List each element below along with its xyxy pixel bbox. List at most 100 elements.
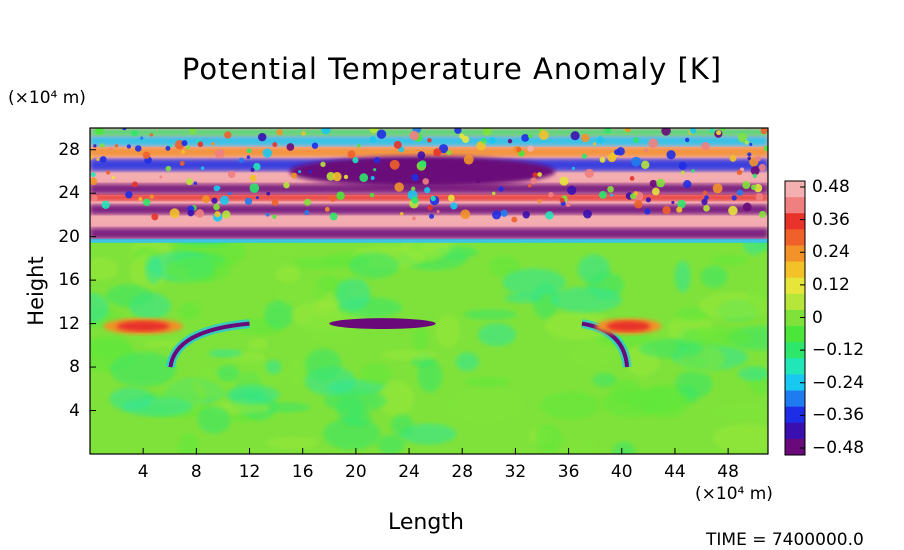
field-texture — [105, 284, 152, 308]
band-speckle — [253, 162, 261, 171]
field-texture — [601, 389, 666, 418]
band-speckle — [181, 140, 188, 147]
field-texture — [248, 338, 269, 350]
band-speckle — [332, 172, 342, 182]
band-speckle — [409, 130, 420, 141]
band-speckle — [352, 157, 359, 164]
band-speckle — [736, 189, 744, 196]
band-speckle — [758, 210, 767, 218]
field-texture — [638, 338, 703, 359]
field-texture — [377, 381, 415, 416]
band-speckle — [530, 177, 537, 185]
band-speckle — [149, 133, 154, 137]
band-speckle — [149, 194, 154, 199]
band-speckle — [370, 176, 375, 181]
band-speckle — [567, 185, 577, 195]
band-speckle — [596, 136, 604, 144]
band-speckle — [559, 176, 569, 186]
band-speckle — [369, 192, 375, 198]
band-speckle — [320, 161, 326, 168]
band-speckle — [303, 198, 311, 206]
colorbar-tick-label: 0.12 — [812, 274, 850, 295]
x-tick-label: 28 — [451, 462, 474, 482]
band-speckle — [311, 142, 319, 149]
band-speckle — [760, 128, 768, 135]
field-texture — [747, 282, 767, 313]
field-texture — [323, 417, 381, 451]
colorbar-swatch — [785, 245, 805, 263]
band-speckle — [411, 186, 416, 191]
plot-area — [90, 128, 768, 454]
band-base — [90, 238, 768, 243]
band-speckle — [720, 128, 726, 131]
band-speckle — [394, 182, 404, 192]
x-tick-label: 36 — [557, 462, 580, 482]
band-speckle — [246, 155, 251, 159]
band-speckle — [630, 193, 637, 200]
band-speckle — [559, 197, 565, 203]
band-stratum — [90, 194, 768, 201]
band-speckle — [475, 177, 481, 184]
band-speckle — [548, 191, 554, 198]
x-axis-label: Length — [388, 510, 464, 535]
band-speckle — [651, 187, 660, 196]
field-texture — [448, 388, 523, 422]
band-speckle — [702, 190, 708, 196]
field-texture — [90, 292, 109, 324]
band-speckle — [463, 154, 474, 165]
band-speckle — [438, 144, 449, 154]
band-speckle — [716, 130, 722, 136]
band-speckle — [258, 132, 267, 142]
band-speckle — [143, 198, 151, 206]
plot-frame — [89, 127, 769, 455]
band-speckle — [430, 195, 436, 202]
y-tick-label: 8 — [69, 357, 80, 378]
band-speckle — [522, 211, 530, 219]
band-speckle — [399, 211, 404, 216]
band-speckle — [649, 179, 657, 188]
band-speckle — [704, 195, 709, 200]
band-speckle — [389, 159, 400, 170]
band-speckle — [454, 128, 462, 134]
x-tick-label: 12 — [238, 462, 261, 482]
band-speckle — [347, 150, 356, 159]
band-speckle — [96, 157, 100, 162]
field-texture — [264, 300, 295, 329]
field-texture — [90, 335, 131, 359]
band-speckle — [498, 186, 504, 192]
band-speckle — [747, 152, 752, 157]
band-speckle — [138, 197, 143, 201]
colorbar-swatch — [785, 390, 805, 408]
band-speckle — [151, 213, 159, 221]
band-speckle — [709, 128, 715, 133]
band-speckle — [424, 187, 431, 194]
band-speckle — [291, 172, 298, 179]
x-tick-label: 8 — [190, 462, 202, 482]
band-speckle — [329, 195, 336, 202]
field-texture — [178, 302, 202, 320]
colorbar-swatch — [785, 406, 805, 424]
colorbar-swatch — [785, 342, 805, 359]
colorbar-swatch — [785, 358, 805, 375]
colorbar-tick-label: −0.24 — [812, 372, 865, 393]
band-speckle — [90, 172, 96, 178]
band-speckle — [731, 195, 737, 201]
field-texture — [335, 277, 371, 312]
field-texture — [676, 306, 708, 322]
band-speckle — [99, 156, 107, 163]
band-speckle — [703, 205, 710, 212]
band-speckle — [492, 210, 502, 220]
band-speckle — [419, 160, 427, 168]
band-speckle — [677, 199, 686, 209]
field-texture — [90, 257, 118, 280]
band-speckle — [324, 206, 330, 212]
field-texture — [390, 414, 414, 437]
band-speckle — [114, 144, 119, 148]
colorbar-tick-label: 0 — [812, 307, 823, 328]
band-speckle — [214, 148, 225, 159]
band-speckle — [537, 199, 542, 204]
y-tick-label: 12 — [58, 313, 80, 334]
band-speckle — [607, 185, 614, 193]
colorbar-swatch — [785, 229, 805, 246]
field-texture — [225, 385, 280, 405]
